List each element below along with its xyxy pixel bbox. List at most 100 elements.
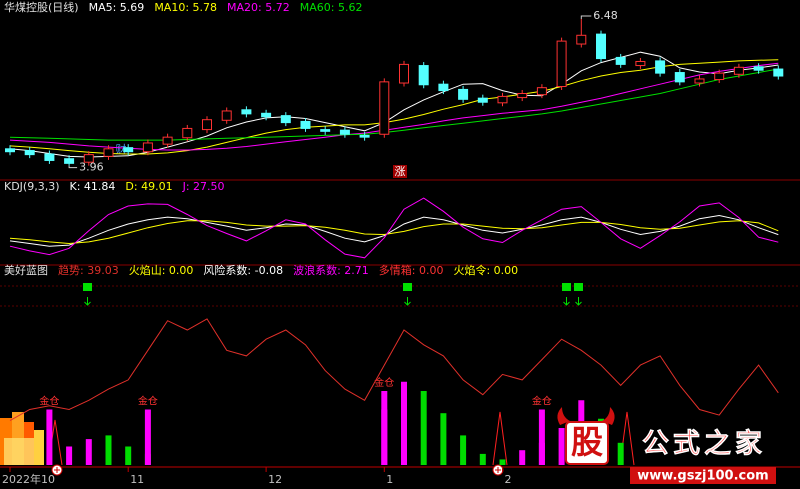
wave-bar xyxy=(440,413,447,465)
candle-body xyxy=(576,34,587,45)
signal-arrow xyxy=(84,297,91,306)
candle-body xyxy=(674,72,685,83)
cross xyxy=(495,467,501,473)
label-connector xyxy=(580,15,592,19)
legend-entry: 多情箱: 0.00 xyxy=(379,263,444,277)
candle-body xyxy=(714,72,725,81)
ma-line xyxy=(9,59,779,155)
watermark-name: 公式之家 xyxy=(642,428,766,460)
signal-square xyxy=(574,283,583,291)
legend-entry: 华煤控股(日线) xyxy=(4,0,79,14)
candle-body xyxy=(83,154,94,163)
kdj-line xyxy=(9,197,779,259)
watermark: 股 公式之家 www.gszj100.com xyxy=(557,407,776,484)
legend-entry: J: 27.50 xyxy=(182,180,225,193)
candle-body xyxy=(536,87,547,96)
signal-arrow xyxy=(404,297,411,306)
buy-signals xyxy=(83,283,583,306)
candle-body xyxy=(635,60,646,67)
legend-entry: D: 49.01 xyxy=(125,180,172,193)
candle-body xyxy=(615,56,626,65)
candle-body xyxy=(733,66,744,75)
min-price-label: 3.96 xyxy=(79,161,104,174)
fire xyxy=(4,438,34,465)
wave-bar xyxy=(105,435,112,465)
label-connector xyxy=(68,165,78,169)
wave-bar xyxy=(125,446,132,465)
cross xyxy=(54,467,60,473)
candle-body xyxy=(182,127,193,139)
candle-body xyxy=(458,88,469,100)
trend-line xyxy=(9,318,779,422)
candle-body xyxy=(339,129,350,135)
signal-bar xyxy=(46,409,53,465)
legend-entry: 波浪系数: 2.71 xyxy=(293,263,369,277)
signal-bar xyxy=(538,409,545,465)
candle-body xyxy=(142,142,153,153)
candle-body xyxy=(221,110,232,121)
wave-bar xyxy=(85,439,92,465)
candle-body xyxy=(64,158,75,164)
candle-body xyxy=(44,153,55,161)
wave-bar xyxy=(479,453,486,465)
icon-box xyxy=(565,421,609,465)
candle-body xyxy=(418,65,429,86)
signal-label: 金仓 xyxy=(39,395,59,408)
candle-body xyxy=(103,148,114,157)
candle-body xyxy=(694,78,705,84)
candle-body xyxy=(123,147,134,153)
wave-bar xyxy=(519,450,526,465)
legend-entry: 火焰山: 0.00 xyxy=(129,263,194,277)
candle-body xyxy=(202,119,212,131)
signal-arrow xyxy=(575,297,582,306)
legend-entry: MA20: 5.72 xyxy=(227,1,290,14)
candle-body xyxy=(399,63,409,84)
wave-bar xyxy=(617,442,624,465)
legend-entry: K: 41.84 xyxy=(70,180,116,193)
date-label: 2022年10 xyxy=(2,472,55,486)
signal-square xyxy=(403,283,412,291)
kdj-line xyxy=(9,214,779,247)
legend-entry: MA60: 5.62 xyxy=(300,1,363,14)
signal-label: 金仓 xyxy=(138,395,158,408)
wave-bar xyxy=(401,381,407,465)
candle-body xyxy=(5,148,15,153)
kdj-line xyxy=(9,220,779,245)
candle-body xyxy=(556,40,567,88)
candle-body xyxy=(379,81,390,135)
signal-square xyxy=(562,283,571,291)
candle-body xyxy=(24,150,35,156)
wave-bar xyxy=(558,428,565,465)
candle-body xyxy=(596,33,606,60)
candle-body xyxy=(320,129,331,132)
legend-entry: 风险系数: -0.08 xyxy=(203,263,283,277)
candle-body xyxy=(773,68,784,77)
date-label: 12 xyxy=(268,473,282,486)
candle-body xyxy=(241,109,252,115)
date-label: 2 xyxy=(505,473,512,486)
candle-body xyxy=(438,83,449,92)
candle-body xyxy=(261,112,272,118)
date-label: 11 xyxy=(130,473,144,486)
wave-bar xyxy=(420,391,427,465)
wave-bar xyxy=(499,459,506,465)
candle-body xyxy=(300,120,311,129)
candle-body xyxy=(497,95,508,104)
candle-body xyxy=(517,93,528,99)
watermark-icon: 股 xyxy=(571,423,603,461)
fire-block xyxy=(0,412,44,465)
signal-label: 金仓 xyxy=(532,395,552,408)
date-label: 1 xyxy=(386,473,393,486)
ma-line xyxy=(9,62,779,151)
max-price-label: 6.48 xyxy=(593,9,618,22)
wave-bar xyxy=(66,446,73,465)
finance-marker: 财 xyxy=(116,142,127,156)
candle-body xyxy=(753,66,764,71)
marker-bg xyxy=(393,165,407,178)
candle-body xyxy=(477,97,488,103)
ma-line xyxy=(9,68,779,141)
horns xyxy=(557,407,615,425)
wave-bar xyxy=(460,435,467,465)
signal-bar xyxy=(144,409,151,465)
